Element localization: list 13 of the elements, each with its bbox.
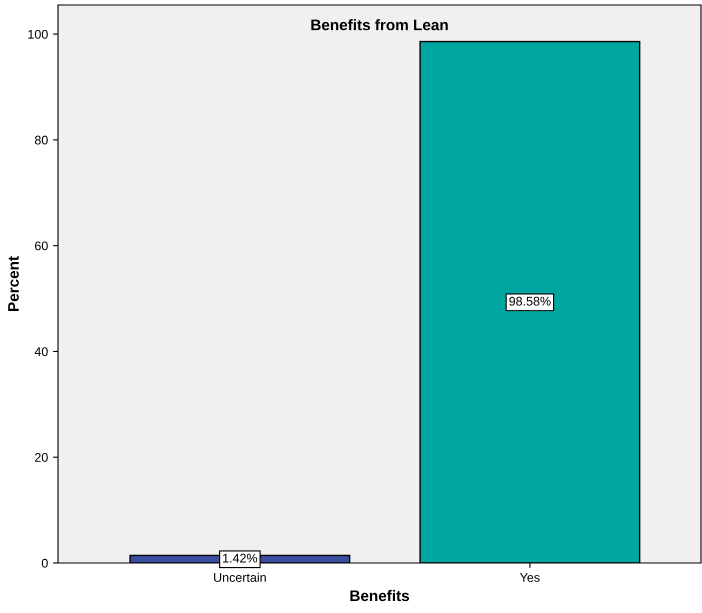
data-label: 98.58%	[509, 296, 551, 306]
y-tick-label: 40	[34, 347, 48, 356]
y-tick-label: 80	[34, 136, 48, 145]
y-tick-label: 100	[28, 30, 48, 39]
y-tick-label: 20	[35, 453, 48, 462]
data-label: 1.42%	[223, 554, 258, 563]
y-tick-label: 0	[42, 558, 48, 568]
x-tick-label: Yes	[520, 573, 540, 582]
x-axis-title: Benefits	[350, 590, 410, 602]
y-tick-label: 60	[35, 241, 48, 250]
y-axis-title: Percent	[8, 256, 19, 311]
x-tick-label: Uncertain	[214, 572, 266, 582]
text: Benefits from Lean	[311, 19, 448, 30]
